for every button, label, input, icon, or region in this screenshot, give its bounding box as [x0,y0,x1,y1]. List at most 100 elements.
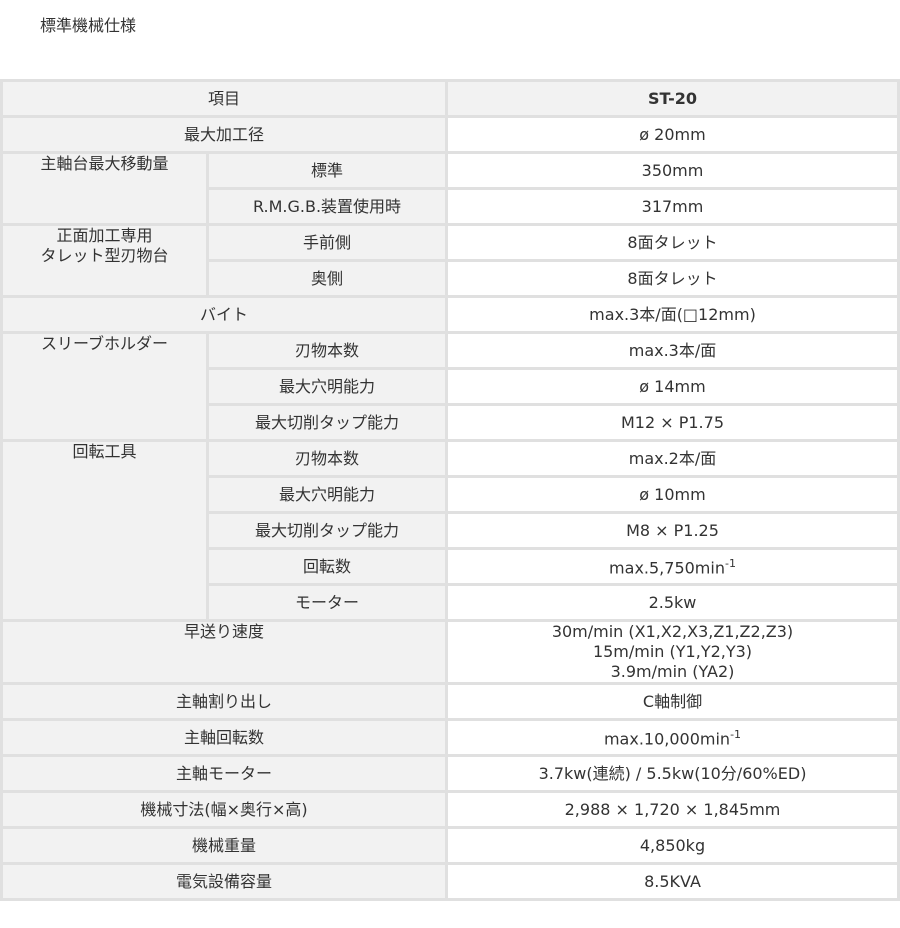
spec-value: M8 × P1.25 [448,514,897,547]
spec-value-text: max.10,000min [603,729,731,749]
spec-label: 早送り速度 [3,622,445,682]
spec-value: 3.7kw(連続) / 5.5kw(10分/60%ED) [448,757,897,790]
spec-label-line: タレット型刃物台 [40,246,169,265]
spec-value: max.3本/面(□12mm) [448,298,897,331]
table-row: 最大切削タップ能力 M8 × P1.25 [3,514,897,547]
spec-value: max.5,750min-1 [448,550,897,583]
spec-value-text: 8面タレット [627,268,718,288]
spec-sublabel: 標準 [209,154,445,187]
spec-label: 正面加工専用 タレット型刃物台 [3,226,206,295]
spec-label-line: 正面加工専用 [56,226,153,245]
spec-sublabel: 回転数 [209,550,445,583]
table-row: 主軸台最大移動量 標準 350mm [3,154,897,223]
spec-value-text: max.2本/面 [628,448,717,468]
spec-label: 最大加工径 [3,118,445,151]
spec-value: 2,988 × 1,720 × 1,845mm [448,793,897,826]
spec-value-text: M12 × P1.75 [620,412,724,432]
spec-sublabel: 奥側 [209,262,445,295]
spec-sublabel: 最大切削タップ能力 [209,406,445,439]
spec-value: ø 10mm [448,478,897,511]
spec-label-line: スリーブホルダー [40,334,169,353]
spec-value-text: 2,988 × 1,720 × 1,845mm [564,799,781,819]
spec-label-line: 回転工具 [72,442,137,461]
spec-label: 主軸台最大移動量 [3,154,206,223]
spec-value-text: 317mm [641,196,704,216]
spec-sublabel: モーター [209,586,445,619]
spec-value-text: C軸制御 [642,691,703,711]
spec-label: 主軸モーター [3,757,445,790]
spec-sublabel: 刃物本数 [209,442,445,475]
table-row: スリーブホルダー 刃物本数 max.3本/面 [3,334,897,439]
spec-value: 317mm [448,190,897,223]
spec-value-text: 8面タレット [627,232,718,252]
spec-label-line: 主軸台最大移動量 [40,154,169,173]
spec-value-text: 2.5kw [648,592,697,612]
spec-value-text: ø 14mm [639,376,706,396]
table-row: 主軸モーター 3.7kw(連続) / 5.5kw(10分/60%ED) [3,757,897,790]
table-row: 最大切削タップ能力 M12 × P1.75 [3,406,897,439]
spec-value: ø 20mm [448,118,897,151]
header-item: 項目 [3,82,445,115]
spec-sublabel: 手前側 [209,226,445,259]
table-row: 最大穴明能力 ø 10mm [3,478,897,511]
spec-label: 主軸割り出し [3,685,445,718]
header-model: ST-20 [448,82,897,115]
table-row: 主軸回転数 max.10,000min-1 [3,721,897,754]
table-row: バイト max.3本/面(□12mm) [3,298,897,331]
table-row: 回転数 max.5,750min-1 [3,550,897,583]
spec-value: M12 × P1.75 [448,406,897,439]
spec-sublabel: R.M.G.B.装置使用時 [209,190,445,223]
table-row: 電気設備容量 8.5KVA [3,865,897,898]
table-row: 主軸割り出し C軸制御 [3,685,897,718]
spec-sublabel: 刃物本数 [209,334,445,367]
table-header-row: 項目 ST-20 [3,82,897,115]
spec-label: 主軸回転数 [3,721,445,754]
table-row: R.M.G.B.装置使用時 317mm [3,190,897,223]
spec-value-text: max.3本/面(□12mm) [589,304,756,324]
spec-value-text: max.5,750min [609,558,725,578]
spec-value: max.10,000min-1 [448,721,897,754]
spec-label: 電気設備容量 [3,865,445,898]
spec-label: 回転工具 [3,442,206,619]
spec-value-text: 8.5KVA [644,871,701,891]
spec-value-text: max.3本/面 [628,340,717,360]
table-row: 回転工具 刃物本数 max.2本/面 [3,442,897,619]
spec-value-line: 30m/min (X1,X2,X3,Z1,Z2,Z3) [551,622,794,641]
table-row: 早送り速度 30m/min (X1,X2,X3,Z1,Z2,Z3) 15m/min … [3,622,897,682]
spec-value: 4,850kg [448,829,897,862]
spec-value-text: M8 × P1.25 [626,520,719,540]
spec-value: 30m/min (X1,X2,X3,Z1,Z2,Z3) 15m/min (Y1,Y… [448,622,897,682]
spec-value-line: 15m/min (Y1,Y2,Y3) [592,642,753,661]
spec-sublabel: 最大穴明能力 [209,478,445,511]
table-row: 最大加工径 ø 20mm [3,118,897,151]
spec-label: スリーブホルダー [3,334,206,439]
spec-value: 2.5kw [448,586,897,619]
spec-value: ø 14mm [448,370,897,403]
spec-value-text: ø 20mm [639,124,706,144]
spec-label: 機械寸法(幅×奥行×高) [3,793,445,826]
spec-value: 350mm [448,154,897,187]
superscript: -1 [730,728,742,742]
table-row: モーター 2.5kw [3,586,897,619]
spec-label: バイト [3,298,445,331]
page-title: 標準機械仕様 [40,16,137,35]
table-row: 奥側 8面タレット [3,262,897,295]
spec-value: 8面タレット [448,226,897,259]
table-row: 最大穴明能力 ø 14mm [3,370,897,403]
spec-value: max.3本/面 [448,334,897,367]
table-row: 正面加工専用 タレット型刃物台 手前側 8面タレット [3,226,897,295]
spec-sublabel: 最大穴明能力 [209,370,445,403]
table-row: 機械寸法(幅×奥行×高) 2,988 × 1,720 × 1,845mm [3,793,897,826]
spec-value-text: 350mm [641,160,704,180]
spec-label: 機械重量 [3,829,445,862]
spec-value-text: 3.7kw(連続) / 5.5kw(10分/60%ED) [538,763,807,783]
spec-value: 8.5KVA [448,865,897,898]
superscript: -1 [724,557,736,571]
spec-value: C軸制御 [448,685,897,718]
table-row: 機械重量 4,850kg [3,829,897,862]
spec-value-line: 3.9m/min (YA2) [610,662,735,681]
spec-sublabel: 最大切削タップ能力 [209,514,445,547]
spec-value: 8面タレット [448,262,897,295]
spec-table: 項目 ST-20 最大加工径 ø 20mm 主軸台最大移動量 標準 350mm R.M.G… [0,79,900,901]
spec-value-text: ø 10mm [639,484,706,504]
